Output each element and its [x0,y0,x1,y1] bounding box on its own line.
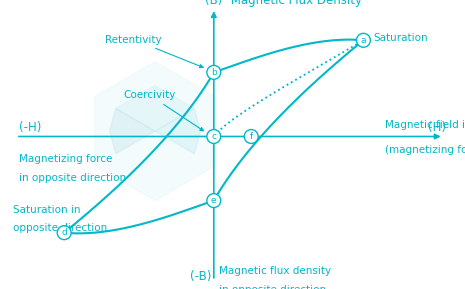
Text: c: c [211,132,216,141]
Text: d: d [61,228,67,237]
Text: Saturation: Saturation [373,33,428,42]
Circle shape [207,129,221,143]
Text: (H): (H) [428,121,446,134]
Text: Magnetic flux density: Magnetic flux density [219,266,331,276]
Text: f: f [250,132,253,141]
Circle shape [207,65,221,79]
Circle shape [57,226,71,240]
Text: in opposite direction: in opposite direction [19,173,126,183]
Text: (-B): (-B) [190,270,211,283]
Text: (B): (B) [205,0,222,7]
Polygon shape [155,108,200,154]
Text: (-H): (-H) [19,121,41,134]
Text: a: a [361,36,366,45]
Circle shape [357,33,370,47]
Text: e: e [211,196,217,205]
Polygon shape [116,86,194,131]
Text: (magnetizing force): (magnetizing force) [385,145,465,155]
Text: Magnetic field intensity: Magnetic field intensity [385,120,465,130]
Text: opposite direction: opposite direction [13,223,108,234]
Circle shape [207,194,221,208]
Text: in opposite direction: in opposite direction [219,285,326,289]
Circle shape [244,129,258,143]
Polygon shape [110,108,155,154]
Polygon shape [95,62,215,201]
Text: Retentivity: Retentivity [106,35,203,68]
Text: Coercivity: Coercivity [124,90,204,131]
Text: b: b [211,68,217,77]
Text: Magnetic Flux Density: Magnetic Flux Density [227,0,362,7]
Text: Saturation in: Saturation in [13,205,81,215]
Text: Magnetizing force: Magnetizing force [19,153,112,164]
